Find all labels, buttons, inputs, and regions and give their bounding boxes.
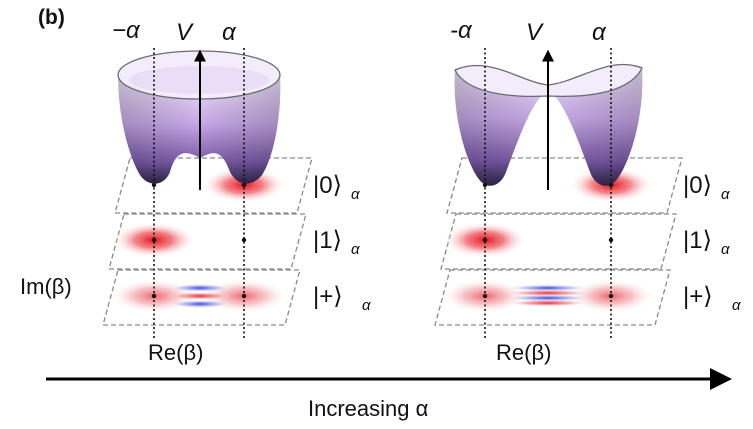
right-alpha-label: α <box>592 19 607 46</box>
im-beta-label: Im(β) <box>20 274 72 299</box>
svg-text:|+⟩: |+⟩ <box>313 283 343 310</box>
right-plane-plus <box>434 269 671 326</box>
svg-text:|0⟩: |0⟩ <box>313 172 342 199</box>
left-potential-label: V <box>176 19 194 46</box>
right-ket-one: |1⟩ α <box>683 227 730 258</box>
svg-text:|1⟩: |1⟩ <box>683 227 712 254</box>
left-ket-one: |1⟩ α <box>313 227 360 258</box>
svg-text:α: α <box>721 241 730 258</box>
right-potential-surface <box>454 63 643 186</box>
right-panel: -α V α |0⟩ α |1⟩ α |+⟩ α Re(β) <box>434 17 741 365</box>
left-re-beta-label: Re(β) <box>148 340 203 365</box>
svg-text:α: α <box>721 186 730 203</box>
left-minus-alpha-label: −α <box>112 17 141 44</box>
right-ket-zero: |0⟩ α <box>683 172 730 203</box>
svg-text:|1⟩: |1⟩ <box>313 227 342 254</box>
left-ket-zero: |0⟩ α <box>313 172 360 203</box>
left-ket-plus: |+⟩ α <box>313 283 371 314</box>
svg-text:α: α <box>732 297 741 314</box>
right-ket-plus: |+⟩ α <box>683 283 741 314</box>
increasing-alpha-label: Increasing α <box>308 396 429 421</box>
right-plane-one <box>440 213 677 270</box>
svg-text:α: α <box>351 186 360 203</box>
svg-text:|+⟩: |+⟩ <box>683 283 713 310</box>
svg-text:α: α <box>351 241 360 258</box>
right-re-beta-label: Re(β) <box>496 340 551 365</box>
left-panel: −α V α |0⟩ α |1⟩ α |+⟩ α Im(β) Re(β) <box>20 17 371 365</box>
right-potential-label: V <box>526 19 544 46</box>
increasing-arrow-head <box>710 368 732 390</box>
right-minus-alpha-label: -α <box>450 17 473 44</box>
left-plane-plus <box>102 269 301 326</box>
left-plane-one <box>108 213 307 270</box>
svg-text:|0⟩: |0⟩ <box>683 172 712 199</box>
left-alpha-label: α <box>222 19 237 46</box>
svg-text:α: α <box>362 297 371 314</box>
panel-label: (b) <box>38 6 65 29</box>
